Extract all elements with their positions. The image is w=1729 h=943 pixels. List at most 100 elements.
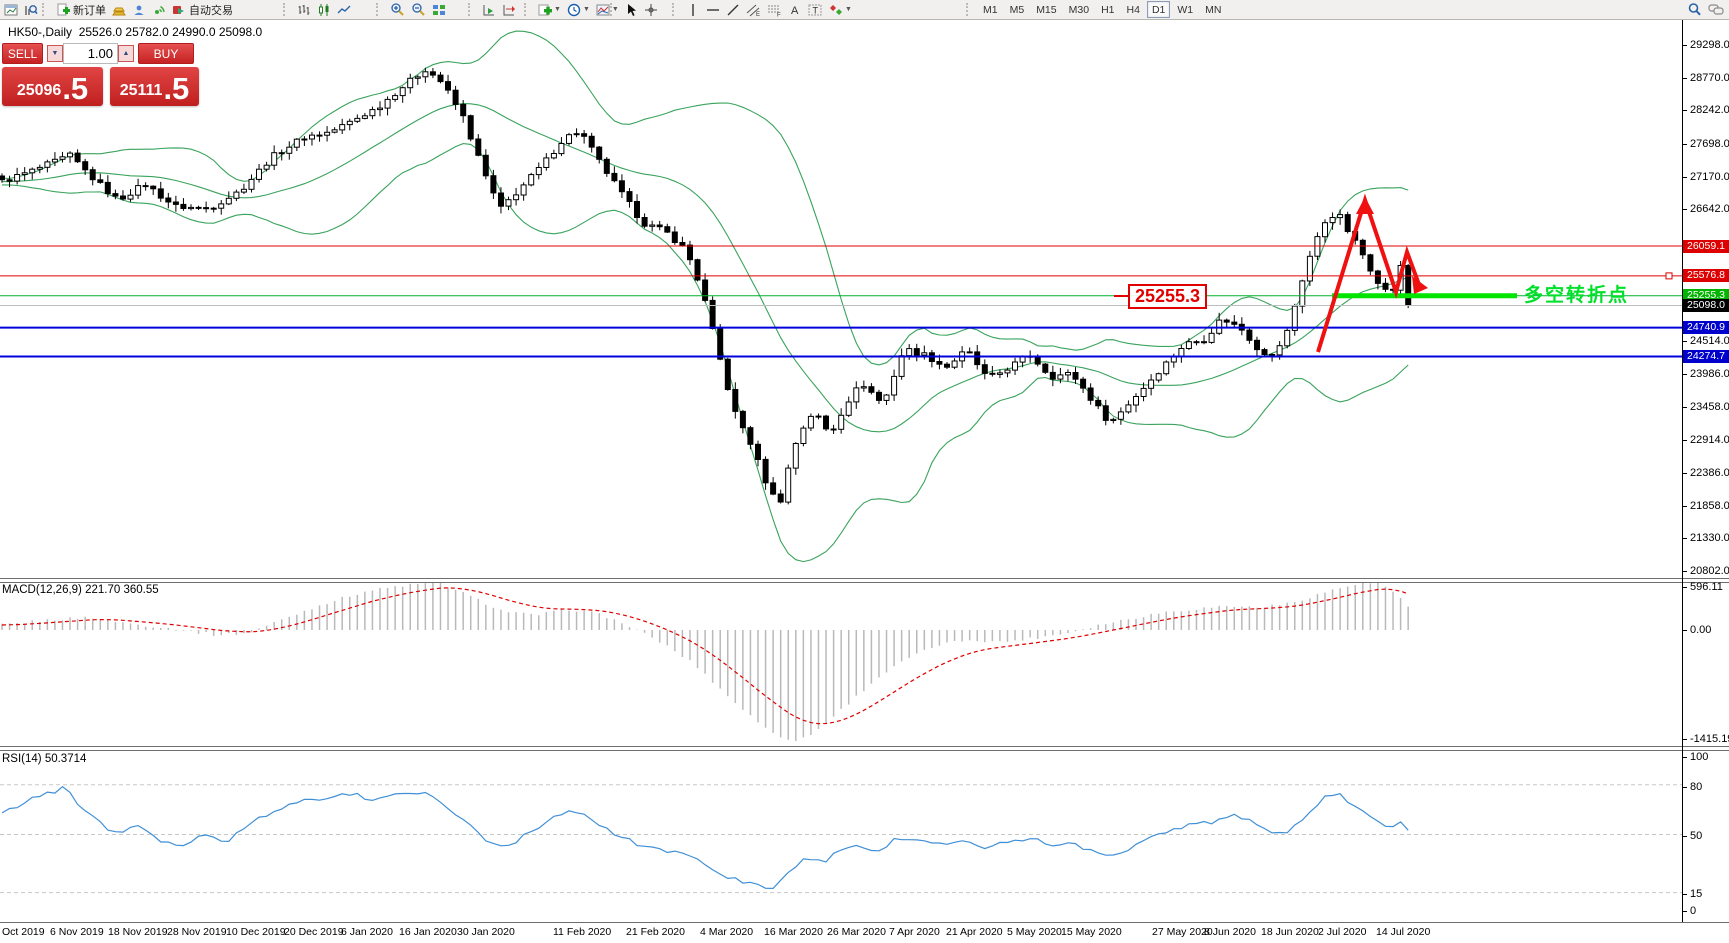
auto-scroll-icon[interactable]	[480, 1, 498, 18]
macd-pane[interactable]	[0, 581, 1682, 745]
templates-icon[interactable]: ▼	[594, 1, 621, 18]
tile-windows-icon[interactable]	[430, 1, 448, 18]
price-axis-border	[1682, 19, 1683, 922]
equidistant-channel-icon[interactable]: E	[744, 1, 763, 18]
chart-shift-icon[interactable]	[500, 1, 518, 18]
toolbar-grip[interactable]	[42, 3, 48, 16]
volume-decrease-button[interactable]: ▼	[47, 45, 63, 62]
rsi-axis-label: 15	[1683, 888, 1729, 901]
toolbar-grip[interactable]	[672, 3, 678, 16]
price-tick: 26642.0	[1683, 203, 1729, 216]
text-label-icon[interactable]: T	[806, 1, 825, 18]
hline-handle[interactable]	[1665, 272, 1673, 280]
trend-zigzag[interactable]	[1316, 193, 1423, 353]
date-label: 30 Jan 2020	[457, 926, 515, 938]
macd-axis-label: -1415.19	[1683, 733, 1729, 746]
date-label: 28 Nov 2019	[167, 926, 227, 938]
community-icon[interactable]	[130, 1, 148, 18]
search-icon[interactable]	[1685, 1, 1704, 18]
pane-separator[interactable]	[0, 578, 1729, 583]
tab-timeframe-D1[interactable]: D1	[1146, 1, 1171, 18]
volume-input[interactable]: 1.00	[63, 43, 118, 64]
toolbar-grip[interactable]	[610, 3, 616, 16]
turning-point-label[interactable]: 多空转折点	[1524, 285, 1630, 306]
cursor-icon[interactable]	[622, 1, 640, 18]
toolbar: 新订单 自动交易 ▼	[0, 0, 1729, 20]
vertical-line-icon[interactable]	[684, 1, 702, 18]
crosshair-icon[interactable]	[642, 1, 660, 18]
zoom-out-icon[interactable]	[409, 1, 428, 18]
rsi-axis-label: 0	[1683, 905, 1729, 918]
macd-indicator-label: MACD(12,26,9) 221.70 360.55	[2, 584, 159, 596]
one-click-trading-panel: SELL ▼ 1.00 ▲ BUY 25096 .5 25111 .5	[2, 43, 199, 107]
date-label: 7 Apr 2020	[889, 926, 940, 938]
toolbar-grip[interactable]	[283, 3, 289, 16]
text-icon[interactable]: A	[786, 1, 804, 18]
market-icon[interactable]	[110, 1, 128, 18]
tab-timeframe-H4[interactable]: H4	[1126, 3, 1140, 16]
tab-timeframe-M30[interactable]: M30	[1068, 3, 1090, 16]
new-chart-icon[interactable]	[2, 1, 20, 18]
toolbar-grip[interactable]	[468, 3, 474, 16]
chat-icon[interactable]	[1706, 1, 1726, 18]
line-chart-icon[interactable]	[335, 1, 353, 18]
svg-text:F: F	[777, 12, 781, 17]
toolbar-grip[interactable]	[966, 3, 972, 16]
date-label: 8 Jun 2020	[1204, 926, 1256, 938]
zoom-in-icon[interactable]	[388, 1, 407, 18]
price-tick: 29298.0	[1683, 39, 1729, 52]
price-tick: 23986.0	[1683, 368, 1729, 381]
date-label: 15 May 2020	[1061, 926, 1122, 938]
toolbar-grip[interactable]	[376, 3, 382, 16]
sell-price: 25096	[16, 82, 62, 99]
horizontal-line-icon[interactable]	[704, 1, 722, 18]
chart-profile-icon[interactable]	[22, 1, 40, 18]
toolbar-grip[interactable]	[524, 3, 530, 16]
date-label: 27 May 2020	[1152, 926, 1213, 938]
sell-button[interactable]: 25096 .5	[2, 67, 103, 106]
fibonacci-icon[interactable]: F	[765, 1, 784, 18]
price-chart-pane[interactable]	[0, 19, 1682, 578]
date-label: 14 Jul 2020	[1376, 926, 1431, 938]
price-tick: 27698.0	[1683, 138, 1729, 151]
indicators-icon[interactable]: ▼	[536, 1, 563, 18]
date-label: 5 May 2020	[1007, 926, 1062, 938]
date-label: 20 Dec 2019	[284, 926, 344, 938]
buy-price-fraction: .5	[163, 71, 190, 106]
date-label: 18 Jun 2020	[1261, 926, 1319, 938]
price-callout[interactable]: 25255.3	[1128, 284, 1208, 309]
date-label: 21 Feb 2020	[626, 926, 685, 938]
periods-icon[interactable]: ▼	[565, 1, 592, 18]
tab-timeframe-M15[interactable]: M15	[1036, 3, 1057, 16]
date-label: 16 Jan 2020	[399, 926, 457, 938]
price-tick: 27170.0	[1683, 171, 1729, 184]
price-tick: 20802.0	[1683, 565, 1729, 578]
signals-icon[interactable]	[150, 1, 168, 18]
tab-timeframe-M5[interactable]: M5	[1009, 3, 1025, 16]
rsi-pane[interactable]	[0, 750, 1682, 922]
rsi-axis-label: 80	[1683, 781, 1729, 794]
price-badge: 26059.1	[1683, 240, 1729, 253]
date-label: 4 Mar 2020	[700, 926, 754, 938]
bar-chart-icon[interactable]	[295, 1, 313, 18]
date-label: Oct 2019	[2, 926, 45, 938]
buy-button[interactable]: 25111 .5	[110, 67, 199, 106]
pane-separator[interactable]	[0, 746, 1729, 751]
volume-increase-button[interactable]: ▲	[118, 45, 134, 62]
new-order-button[interactable]: 新订单	[54, 1, 108, 18]
macd-histogram	[1, 582, 1409, 741]
date-label: 26 Mar 2020	[827, 926, 886, 938]
autotrade-button[interactable]: 自动交易	[170, 1, 235, 18]
chart-title: HK50-,Daily 25526.0 25782.0 24990.0 2509…	[8, 25, 262, 39]
candlestick-icon[interactable]	[315, 1, 333, 18]
buy-header-button[interactable]: BUY	[138, 43, 194, 64]
tab-timeframe-H1[interactable]: H1	[1101, 3, 1115, 16]
tab-timeframe-M1[interactable]: M1	[983, 3, 998, 16]
tab-timeframe-W1[interactable]: W1	[1177, 3, 1194, 16]
tab-timeframe-MN[interactable]: MN	[1205, 3, 1222, 16]
arrows-icon[interactable]: ▼	[827, 1, 854, 18]
trendline-icon[interactable]	[724, 1, 742, 18]
sell-header-button[interactable]: SELL	[2, 43, 43, 64]
